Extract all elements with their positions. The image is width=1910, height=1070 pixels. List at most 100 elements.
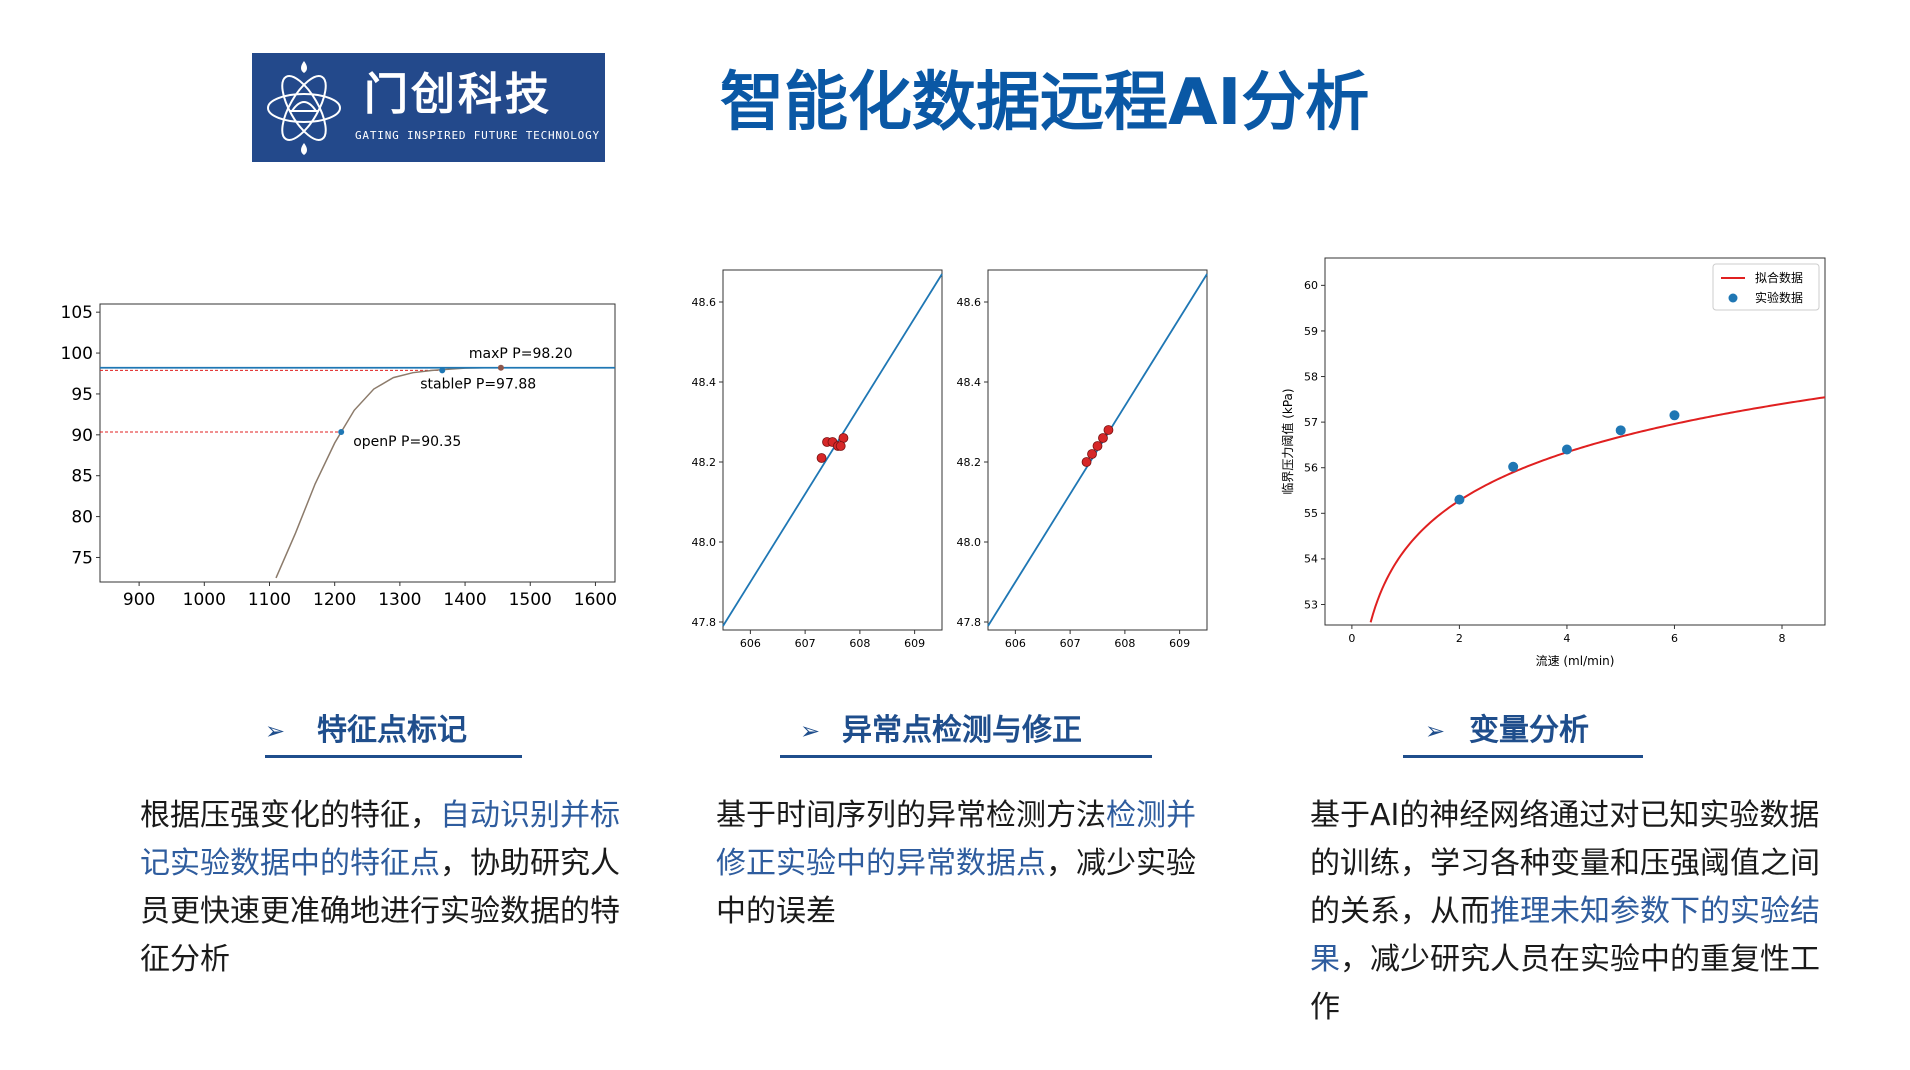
y-tick-label: 90 xyxy=(71,426,93,446)
y-tick-label: 48.2 xyxy=(692,456,717,469)
x-tick-label: 1200 xyxy=(313,590,356,610)
section-heading-label: 异常点检测与修正 xyxy=(842,713,1082,748)
plot-frame xyxy=(987,269,1208,631)
company-logo: 门创科技 GATING INSPIRED FUTURE TECHNOLOGY xyxy=(252,53,605,162)
y-tick-label: 85 xyxy=(71,467,93,487)
anomaly-point xyxy=(1092,441,1103,451)
y-tick-label: 48.0 xyxy=(692,536,717,549)
anomaly-chart-right: 606 607 608 609 47.8 48.0 48.2 48.4 48.6 xyxy=(945,265,1215,665)
x-tick-label: 607 xyxy=(1060,637,1081,650)
y-tick-label: 48.2 xyxy=(957,456,982,469)
section-description-variable: 基于AI的神经网络通过对已知实验数据的训练，学习各种变量和压强阈值之间的关系，从… xyxy=(1310,792,1830,1032)
y-tick-label: 57 xyxy=(1304,416,1318,429)
y-tick-label: 48.6 xyxy=(957,296,982,309)
x-tick-label: 606 xyxy=(740,637,761,650)
y-tick-label: 47.8 xyxy=(957,616,982,629)
desc-text: 基于AI的神经网络通过对已知实验数据的训练，学习各种变量和压强阈值之间的关系，从… xyxy=(1310,798,1820,929)
arrow-icon: ➢ xyxy=(800,717,821,745)
y-tick-label: 48.6 xyxy=(692,296,717,309)
x-tick-label: 1500 xyxy=(509,590,552,610)
experiment-point xyxy=(1669,410,1680,421)
experiment-point xyxy=(1454,494,1465,505)
y-tick-label: 47.8 xyxy=(692,616,717,629)
plot-frame xyxy=(722,269,943,631)
desc-highlight: 自动识别并标记实验数据中的特征点 xyxy=(140,798,620,881)
experiment-point xyxy=(1508,461,1519,472)
y-tick-label: 55 xyxy=(1304,507,1318,520)
section-heading-feature: ➢ 特征点标记 xyxy=(265,705,522,758)
x-tick-label: 607 xyxy=(795,637,816,650)
arrow-icon: ➢ xyxy=(265,717,286,745)
section-heading-label: 变量分析 xyxy=(1469,713,1589,748)
feature-point-label: maxP P=98.20 xyxy=(469,346,573,362)
x-tick-label: 1400 xyxy=(443,590,486,610)
plot-frame xyxy=(99,303,616,583)
experiment-point xyxy=(1615,425,1626,436)
x-tick-label: 609 xyxy=(1169,637,1190,650)
anomaly-point xyxy=(1098,433,1108,443)
section-description-anomaly: 基于时间序列的异常检测方法检测并修正实验中的异常数据点，减少实验中的误差 xyxy=(716,792,1216,936)
y-tick-label: 80 xyxy=(71,508,93,528)
y-tick-label: 48.0 xyxy=(957,536,982,549)
experiment-point xyxy=(1561,444,1572,455)
x-tick-label: 4 xyxy=(1563,632,1570,645)
x-tick-label: 6 xyxy=(1671,632,1678,645)
fit-curve xyxy=(1369,396,1826,623)
page-title: 智能化数据远程AI分析 xyxy=(720,66,1370,140)
legend-label: 拟合数据 xyxy=(1755,270,1803,285)
y-tick-label: 59 xyxy=(1304,325,1318,338)
x-tick-label: 608 xyxy=(849,637,870,650)
x-tick-label: 609 xyxy=(904,637,925,650)
x-tick-label: 1000 xyxy=(183,590,226,610)
y-tick-label: 48.4 xyxy=(692,376,717,389)
x-tick-label: 1100 xyxy=(248,590,291,610)
desc-text: 基于时间序列的异常检测方法 xyxy=(716,798,1106,833)
y-axis-label: 临界压力阈值 (kPa) xyxy=(1280,388,1295,494)
anomaly-point xyxy=(1081,457,1092,467)
logo-name-en: GATING INSPIRED FUTURE TECHNOLOGY xyxy=(355,129,600,142)
y-tick-label: 105 xyxy=(61,303,93,323)
y-tick-label: 75 xyxy=(71,548,93,568)
time-series-line xyxy=(722,273,943,627)
anomaly-chart-right-svg: 606 607 608 609 47.8 48.0 48.2 48.4 48.6 xyxy=(957,269,1208,650)
y-tick-label: 48.4 xyxy=(957,376,982,389)
feature-point-marker xyxy=(497,364,504,371)
section-heading-variable: ➢ 变量分析 xyxy=(1403,705,1643,758)
x-tick-label: 0 xyxy=(1348,632,1355,645)
x-axis-label: 流速 (ml/min) xyxy=(1536,654,1615,668)
anomaly-point xyxy=(1103,425,1114,435)
feature-point-label: openP P=90.35 xyxy=(353,434,461,450)
x-tick-label: 606 xyxy=(1005,637,1026,650)
x-tick-label: 2 xyxy=(1456,632,1463,645)
y-tick-label: 100 xyxy=(61,344,93,364)
feature-point-label: stableP P=97.88 xyxy=(420,376,536,392)
legend-marker-swatch xyxy=(1728,293,1738,303)
pressure-series-line xyxy=(275,367,505,579)
plot-frame xyxy=(1324,257,1826,626)
anomaly-chart-left: 606 607 608 609 47.8 48.0 48.2 48.4 48.6 xyxy=(680,265,950,665)
feature-point-chart-svg: 900 1000 1100 1200 1300 1400 1500 1600 75 80 85 90 9… xyxy=(61,303,618,610)
feature-point-chart: 900 1000 1100 1200 1300 1400 1500 1600 75 80 85 90 9… xyxy=(55,292,625,622)
desc-text: ，减少实验中的误差 xyxy=(716,846,1196,929)
x-tick-label: 608 xyxy=(1114,637,1135,650)
anomaly-point xyxy=(816,453,827,463)
variable-analysis-chart: 0 2 4 6 8 53 54 55 56 57 58 59 60 流速 (ml/min) 临界压力阈值 (… xyxy=(1270,250,1830,675)
desc-text: ，协助研究人员更快速更准确地进行实验数据的特征分析 xyxy=(140,846,620,977)
desc-highlight: 推理未知参数下的实验结果 xyxy=(1310,894,1820,977)
y-tick-label: 54 xyxy=(1304,553,1318,566)
desc-text: 根据压强变化的特征， xyxy=(140,798,440,833)
y-tick-label: 53 xyxy=(1304,598,1318,611)
anomaly-point xyxy=(835,441,846,451)
y-tick-label: 95 xyxy=(71,385,93,405)
feature-point-marker xyxy=(439,367,446,374)
section-heading-label: 特征点标记 xyxy=(317,713,467,748)
section-description-feature: 根据压强变化的特征，自动识别并标记实验数据中的特征点，协助研究人员更快速更准确地… xyxy=(140,792,640,984)
variable-analysis-chart-svg: 0 2 4 6 8 53 54 55 56 57 58 59 60 流速 (ml/min) 临界压力阈值 (… xyxy=(1280,257,1826,668)
y-tick-label: 58 xyxy=(1304,370,1318,383)
arrow-icon: ➢ xyxy=(1425,717,1446,745)
feature-point-marker xyxy=(338,428,345,435)
x-tick-label: 900 xyxy=(123,590,155,610)
atom-emblem-icon xyxy=(267,61,341,155)
anomaly-point xyxy=(1087,449,1097,459)
y-tick-label: 60 xyxy=(1304,279,1318,292)
